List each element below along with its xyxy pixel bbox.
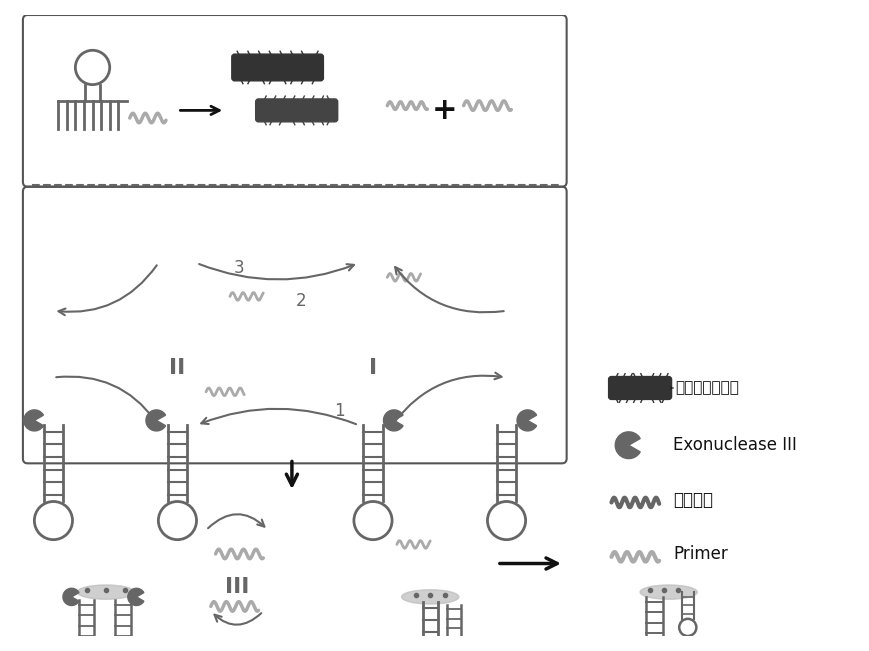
- Ellipse shape: [77, 585, 135, 600]
- Text: 鼠伤寒沙门氏菌: 鼠伤寒沙门氏菌: [674, 380, 739, 395]
- Text: Primer: Primer: [673, 545, 727, 563]
- Wedge shape: [128, 589, 143, 605]
- Text: 3: 3: [234, 259, 244, 277]
- Wedge shape: [614, 432, 640, 458]
- Text: III: III: [225, 577, 249, 598]
- Ellipse shape: [640, 585, 697, 600]
- Text: 二次目标: 二次目标: [673, 491, 713, 508]
- Wedge shape: [383, 410, 402, 431]
- Text: I: I: [368, 358, 376, 378]
- FancyBboxPatch shape: [608, 376, 671, 400]
- Text: II: II: [169, 358, 185, 378]
- Wedge shape: [516, 410, 536, 431]
- Ellipse shape: [401, 590, 458, 604]
- FancyBboxPatch shape: [231, 54, 323, 81]
- Wedge shape: [63, 589, 79, 605]
- Wedge shape: [146, 410, 165, 431]
- Wedge shape: [23, 410, 43, 431]
- Text: +: +: [431, 96, 457, 125]
- Text: Exonuclease III: Exonuclease III: [673, 436, 796, 454]
- FancyBboxPatch shape: [255, 99, 337, 122]
- Text: 2: 2: [295, 292, 307, 310]
- Text: 1: 1: [334, 402, 344, 420]
